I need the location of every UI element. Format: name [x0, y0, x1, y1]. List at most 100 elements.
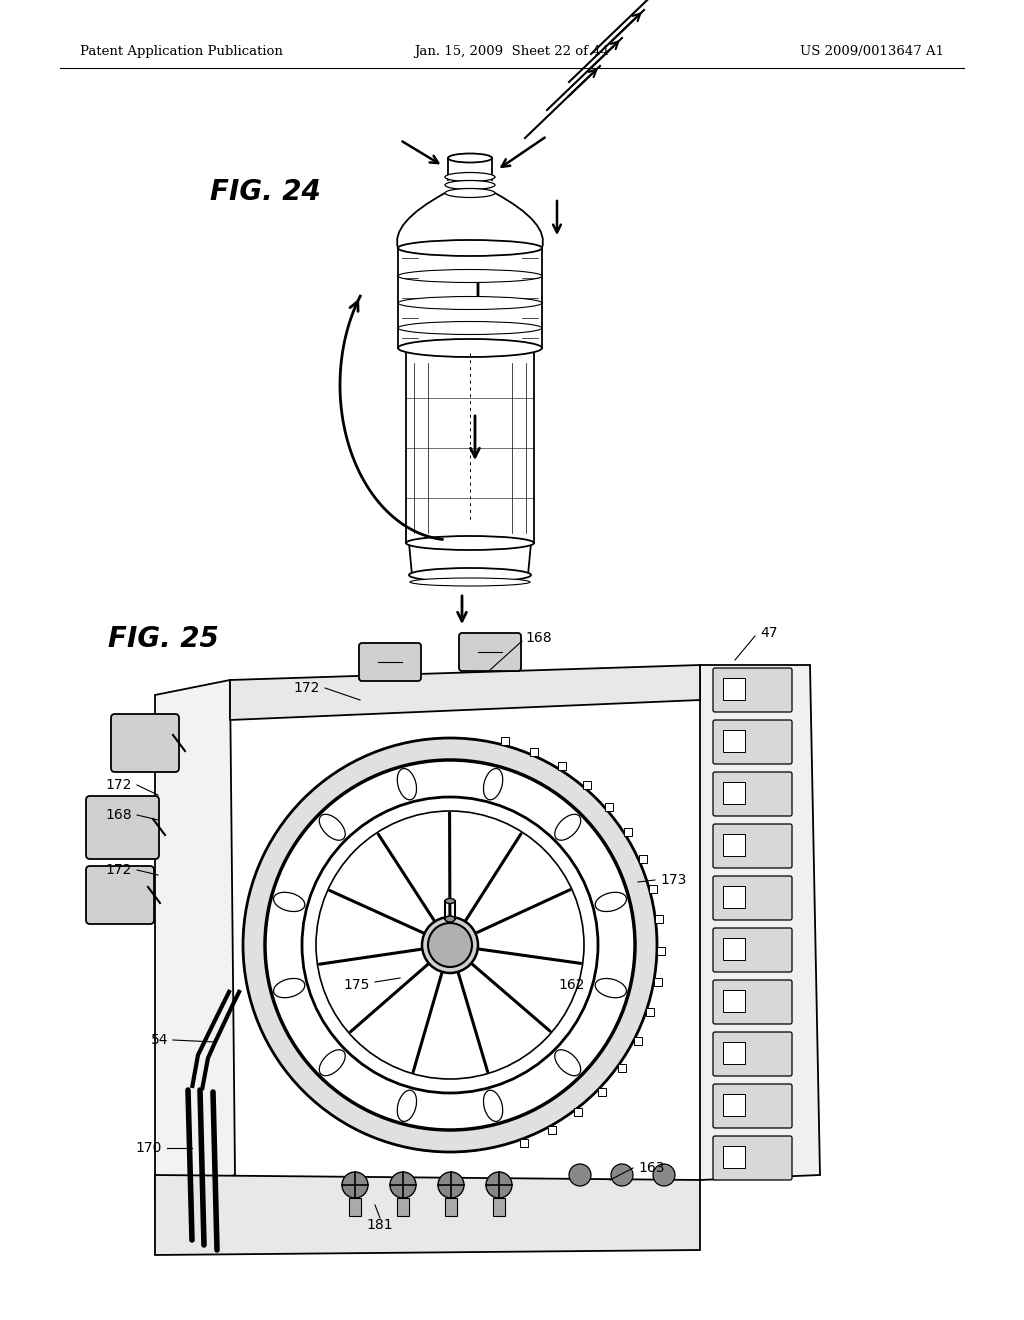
- Bar: [723, 990, 745, 1012]
- Bar: [723, 781, 745, 804]
- Bar: [723, 1146, 745, 1168]
- Ellipse shape: [445, 173, 495, 181]
- FancyBboxPatch shape: [713, 1137, 792, 1180]
- Text: 168: 168: [105, 808, 132, 822]
- FancyBboxPatch shape: [713, 979, 792, 1024]
- Ellipse shape: [445, 899, 455, 903]
- Ellipse shape: [319, 1049, 345, 1076]
- Ellipse shape: [410, 578, 530, 586]
- Bar: [639, 855, 647, 863]
- Bar: [723, 939, 745, 960]
- Bar: [723, 678, 745, 700]
- Bar: [501, 737, 509, 746]
- Ellipse shape: [398, 322, 542, 334]
- Circle shape: [316, 810, 584, 1078]
- Ellipse shape: [555, 814, 581, 841]
- Bar: [723, 886, 745, 908]
- FancyBboxPatch shape: [713, 772, 792, 816]
- Circle shape: [653, 1164, 675, 1185]
- FancyBboxPatch shape: [713, 876, 792, 920]
- Bar: [574, 1109, 583, 1117]
- Bar: [646, 1008, 654, 1016]
- Text: 47: 47: [760, 626, 777, 640]
- Ellipse shape: [273, 892, 305, 912]
- FancyBboxPatch shape: [713, 824, 792, 869]
- Bar: [548, 1126, 556, 1134]
- Text: 181: 181: [367, 1218, 393, 1232]
- Polygon shape: [155, 680, 234, 1200]
- Ellipse shape: [445, 189, 495, 198]
- Text: FIG. 25: FIG. 25: [108, 624, 219, 653]
- Text: 173: 173: [660, 873, 686, 887]
- Circle shape: [438, 1172, 464, 1199]
- Bar: [649, 884, 657, 892]
- Ellipse shape: [595, 892, 627, 912]
- Bar: [598, 1088, 606, 1096]
- Text: 172: 172: [105, 777, 132, 792]
- Ellipse shape: [398, 339, 542, 356]
- Bar: [624, 828, 632, 836]
- Text: 163: 163: [638, 1162, 665, 1175]
- Ellipse shape: [595, 978, 627, 998]
- Circle shape: [243, 738, 657, 1152]
- Ellipse shape: [449, 153, 492, 162]
- Bar: [520, 1139, 528, 1147]
- Bar: [530, 747, 539, 755]
- Circle shape: [265, 760, 635, 1130]
- Bar: [349, 1199, 361, 1216]
- FancyBboxPatch shape: [86, 866, 154, 924]
- FancyBboxPatch shape: [86, 796, 159, 859]
- FancyBboxPatch shape: [713, 719, 792, 764]
- Circle shape: [422, 917, 478, 973]
- Text: 175: 175: [344, 978, 370, 993]
- FancyBboxPatch shape: [459, 634, 521, 671]
- Text: 172: 172: [105, 863, 132, 876]
- Ellipse shape: [398, 240, 542, 256]
- Ellipse shape: [445, 916, 455, 921]
- FancyBboxPatch shape: [359, 643, 421, 681]
- Bar: [657, 946, 665, 954]
- Bar: [558, 762, 566, 770]
- Bar: [723, 1094, 745, 1115]
- Text: 168: 168: [525, 631, 552, 645]
- Bar: [617, 1064, 626, 1072]
- Circle shape: [611, 1164, 633, 1185]
- Ellipse shape: [406, 536, 534, 550]
- Text: Jan. 15, 2009  Sheet 22 of 44: Jan. 15, 2009 Sheet 22 of 44: [415, 45, 609, 58]
- Text: 54: 54: [151, 1034, 168, 1047]
- Circle shape: [302, 797, 598, 1093]
- Ellipse shape: [397, 1090, 417, 1122]
- Bar: [397, 1199, 409, 1216]
- Bar: [445, 1199, 457, 1216]
- Ellipse shape: [445, 181, 495, 190]
- FancyBboxPatch shape: [111, 714, 179, 772]
- Ellipse shape: [409, 568, 531, 582]
- FancyBboxPatch shape: [713, 928, 792, 972]
- Circle shape: [428, 923, 472, 968]
- Bar: [653, 978, 662, 986]
- Circle shape: [569, 1164, 591, 1185]
- FancyBboxPatch shape: [713, 668, 792, 711]
- Text: Patent Application Publication: Patent Application Publication: [80, 45, 283, 58]
- Circle shape: [342, 1172, 368, 1199]
- Polygon shape: [700, 665, 820, 1180]
- Ellipse shape: [319, 814, 345, 841]
- Bar: [723, 730, 745, 752]
- FancyBboxPatch shape: [713, 1032, 792, 1076]
- Ellipse shape: [555, 1049, 581, 1076]
- Ellipse shape: [398, 297, 542, 309]
- Bar: [634, 1036, 642, 1045]
- Ellipse shape: [483, 768, 503, 800]
- Bar: [583, 780, 591, 788]
- Ellipse shape: [483, 1090, 503, 1122]
- Bar: [723, 1041, 745, 1064]
- FancyBboxPatch shape: [713, 1084, 792, 1129]
- Ellipse shape: [397, 768, 417, 800]
- Text: 162: 162: [558, 978, 585, 993]
- Bar: [605, 803, 613, 810]
- Ellipse shape: [398, 269, 542, 282]
- Text: 172: 172: [294, 681, 319, 696]
- Text: US 2009/0013647 A1: US 2009/0013647 A1: [800, 45, 944, 58]
- Circle shape: [390, 1172, 416, 1199]
- Text: 170: 170: [135, 1140, 162, 1155]
